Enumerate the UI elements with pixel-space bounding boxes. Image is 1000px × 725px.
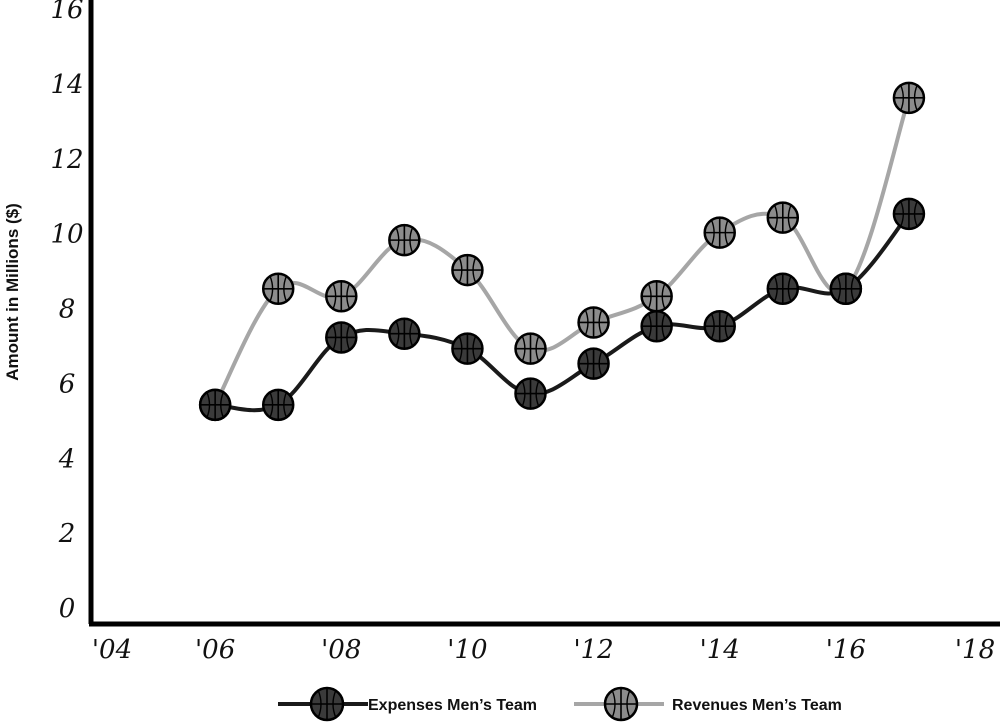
y-tick-label: 4 (58, 444, 76, 474)
expenses-point (514, 377, 547, 410)
x-tick-labels: '04 '06 '08 '10 '12 '14 '16 '18 (92, 635, 995, 665)
y-tick-label: 16 (50, 0, 83, 25)
revenues-point (261, 272, 295, 306)
x-tick-label: '14 (700, 635, 740, 665)
expenses-point (451, 332, 484, 365)
x-tick-label: '04 (92, 635, 132, 665)
x-tick-label: '08 (321, 635, 361, 665)
expenses-point (829, 272, 863, 306)
revenues-point (514, 332, 547, 365)
expenses-point (640, 309, 673, 343)
revenues-point (325, 280, 358, 313)
y-tick-label: 14 (50, 70, 83, 100)
expenses-point (388, 317, 421, 350)
revenues-point (640, 280, 673, 313)
x-tick-label: '06 (195, 635, 235, 665)
legend-marker (309, 686, 345, 722)
x-tick-label: '12 (573, 635, 613, 665)
expenses-point (892, 197, 926, 231)
x-tick-label: '18 (955, 635, 995, 665)
expenses-point (198, 388, 232, 422)
y-tick-labels: 0 2 4 6 8 10 12 14 16 (50, 0, 83, 624)
revenues-point (892, 81, 926, 115)
y-tick-label: 0 (59, 594, 76, 624)
y-tick-label: 6 (59, 369, 76, 399)
legend-marker (603, 686, 639, 722)
expenses-point (703, 309, 736, 343)
y-tick-label: 8 (59, 295, 76, 325)
legend-item: Revenues Men’s Team (574, 686, 842, 722)
expenses-point (577, 347, 610, 380)
y-axis-label: Amount in Millions ($) (3, 203, 22, 381)
legend-item: Expenses Men’s Team (278, 686, 537, 722)
revenues-point (766, 201, 800, 234)
expenses-point (325, 321, 358, 354)
series-markers (198, 81, 926, 422)
revenues-point (703, 216, 736, 249)
series-lines (213, 95, 911, 413)
expenses-point (766, 272, 800, 306)
revenues-point (451, 253, 484, 287)
revenues-point (388, 223, 421, 257)
y-tick-label: 10 (50, 220, 83, 250)
x-tick-label: '16 (826, 635, 866, 665)
revenues-point (577, 306, 610, 339)
legend: Expenses Men’s Team Revenues Men’s Team (278, 686, 842, 722)
y-tick-label: 2 (58, 519, 76, 549)
axes (88, 0, 1000, 627)
legend-label: Expenses Men’s Team (368, 697, 537, 714)
x-tick-label: '10 (447, 635, 487, 665)
expenses-point (261, 388, 295, 422)
legend-label: Revenues Men’s Team (672, 697, 842, 714)
y-tick-label: 12 (50, 145, 83, 175)
